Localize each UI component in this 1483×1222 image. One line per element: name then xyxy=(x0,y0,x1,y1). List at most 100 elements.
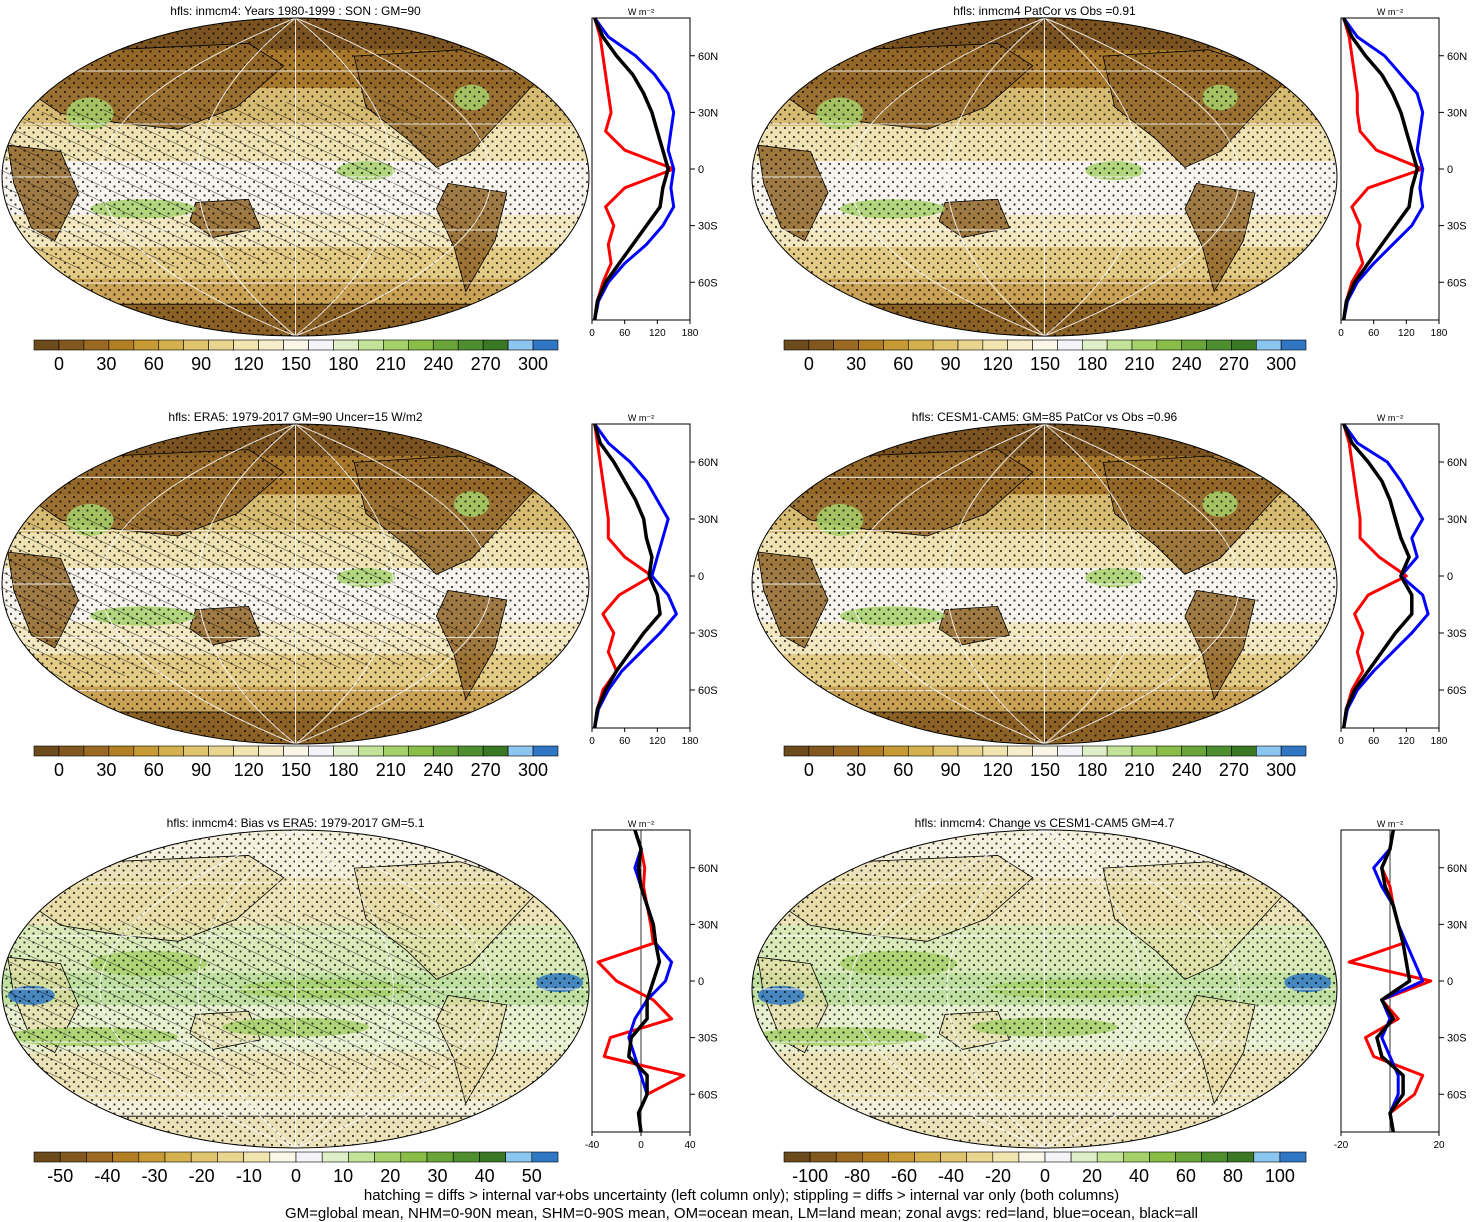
colorbar-tick-label: -80 xyxy=(844,1166,870,1186)
colorbar-tick-label: 90 xyxy=(191,354,211,374)
panel-title: hfls: inmcm4: Bias vs ERA5: 1979-2017 GM… xyxy=(167,816,425,830)
colorbar-swatch xyxy=(112,1151,140,1163)
colorbar-swatch xyxy=(1156,339,1183,351)
colorbar-swatch xyxy=(138,1151,166,1163)
colorbar-swatch xyxy=(1231,339,1257,351)
colorbar-tick-label: 90 xyxy=(941,354,961,374)
colorbar-swatch xyxy=(190,1151,218,1163)
colorbar-swatch xyxy=(883,339,909,351)
profile-ocean-line xyxy=(593,17,676,321)
colorbar-swatch xyxy=(1255,339,1282,351)
profile-land-line xyxy=(596,829,686,1133)
profile-xtick-label: 180 xyxy=(1431,328,1448,339)
colorbar-swatch xyxy=(1255,745,1282,757)
colorbar-swatch xyxy=(83,339,110,351)
colorbar-swatch xyxy=(1253,1151,1281,1163)
colorbar-swatch xyxy=(295,1151,323,1163)
profile-land-line xyxy=(1347,829,1433,1133)
map-outline xyxy=(751,829,1338,1149)
profile-ytick-label: 60N xyxy=(698,457,718,469)
colorbar-tick-label: 300 xyxy=(518,354,548,374)
profile-ytick-label: 30S xyxy=(1447,221,1467,233)
profile-units-label: W m⁻² xyxy=(628,7,654,17)
colorbar-swatch xyxy=(932,339,959,351)
profile-ytick-label: 0 xyxy=(698,976,704,988)
colorbar-swatch xyxy=(907,745,934,757)
colorbar-swatch xyxy=(348,1151,375,1163)
colorbar-swatch xyxy=(1231,745,1257,757)
graticule-line xyxy=(849,829,1045,1149)
graticule-line xyxy=(197,17,296,337)
colorbar-swatch xyxy=(833,339,859,351)
panel-title: hfls: inmcm4 PatCor vs Obs =0.91 xyxy=(953,4,1136,18)
colorbar-swatch xyxy=(966,1151,994,1163)
colorbar-swatch xyxy=(858,745,884,757)
colorbar-swatch xyxy=(1057,745,1083,757)
colorbar-tick-label: 30 xyxy=(427,1166,447,1186)
colorbar-swatch xyxy=(479,1151,506,1163)
colorbar-tick-label: 60 xyxy=(144,760,164,780)
colorbar-swatch xyxy=(400,1151,428,1163)
colorbar-swatch xyxy=(808,745,835,757)
profile-ytick-label: 60N xyxy=(698,863,718,875)
colorbar-tick-label: 120 xyxy=(983,760,1013,780)
profile-ytick-label: 0 xyxy=(698,164,704,176)
graticule-line xyxy=(1044,17,1240,337)
profile-units-label: W m⁻² xyxy=(1377,7,1403,17)
colorbar-tick-label: 20 xyxy=(1082,1166,1102,1186)
colorbar-swatch xyxy=(507,339,534,351)
colorbar-tick-label: -50 xyxy=(47,1166,73,1186)
colorbar-swatch xyxy=(432,745,459,757)
colorbar-swatch xyxy=(1123,1151,1150,1163)
colorbar-swatch xyxy=(1032,339,1058,351)
colorbar-swatch xyxy=(1206,339,1232,351)
colorbar-tick-label: 210 xyxy=(376,760,406,780)
graticule-line xyxy=(197,829,296,1149)
colorbar-swatch xyxy=(783,1151,811,1163)
colorbar-swatch xyxy=(58,339,85,351)
colorbar-swatch xyxy=(505,1151,533,1163)
map-body xyxy=(1,423,589,745)
graticule-line xyxy=(99,423,296,745)
profile-units-label: W m⁻² xyxy=(628,819,654,829)
profile-xtick-label: 60 xyxy=(619,736,631,747)
graticule-line xyxy=(295,829,394,1149)
map-body xyxy=(751,17,1338,337)
panel-title: hfls: inmcm4: Change vs CESM1-CAM5 GM=4.… xyxy=(915,816,1175,830)
colorbar-swatch xyxy=(208,339,234,351)
colorbar-tick-label: 0 xyxy=(804,354,814,374)
profile-xtick-label: 0 xyxy=(589,328,595,339)
graticule-line xyxy=(197,423,296,745)
profile-xtick-label: 120 xyxy=(649,328,666,339)
colorbar-tick-label: 120 xyxy=(234,354,264,374)
graticule-line xyxy=(99,17,296,337)
colorbar-swatch xyxy=(208,745,234,757)
profile-ytick-label: 0 xyxy=(1447,571,1453,583)
colorbar-swatch xyxy=(809,1151,837,1163)
profile-xtick-label: -40 xyxy=(585,1140,600,1151)
colorbar-tick-label: 240 xyxy=(1172,354,1202,374)
colorbar-tick-label: 300 xyxy=(1266,760,1296,780)
profile-xtick-label: 120 xyxy=(1398,328,1415,339)
colorbar-swatch xyxy=(957,339,984,351)
profile-ocean-line xyxy=(593,423,678,729)
colorbar-tick-label: 90 xyxy=(191,760,211,780)
colorbar-swatch xyxy=(1070,1151,1098,1163)
colorbar-swatch xyxy=(233,339,259,351)
colorbar-tick-label: 270 xyxy=(1219,354,1249,374)
graticule-line xyxy=(849,17,1045,337)
colorbar-tick-label: 270 xyxy=(471,354,501,374)
colorbar-tick-label: 60 xyxy=(144,354,164,374)
colorbar-tick-label: 50 xyxy=(522,1166,542,1186)
colorbar-swatch xyxy=(183,339,209,351)
graticule-line xyxy=(1044,829,1143,1149)
colorbar-tick-label: 120 xyxy=(983,354,1013,374)
colorbar-swatch xyxy=(1206,745,1232,757)
colorbar-tick-label: -20 xyxy=(189,1166,215,1186)
panel-1: hfls: inmcm4: Years 1980-1999 : SON : GM… xyxy=(1,4,718,374)
colorbar-tick-label: 180 xyxy=(328,760,358,780)
profile-xtick-label: 180 xyxy=(1431,736,1448,747)
colorbar-tick-label: 10 xyxy=(333,1166,353,1186)
panel-title: hfls: inmcm4: Years 1980-1999 : SON : GM… xyxy=(170,4,421,18)
